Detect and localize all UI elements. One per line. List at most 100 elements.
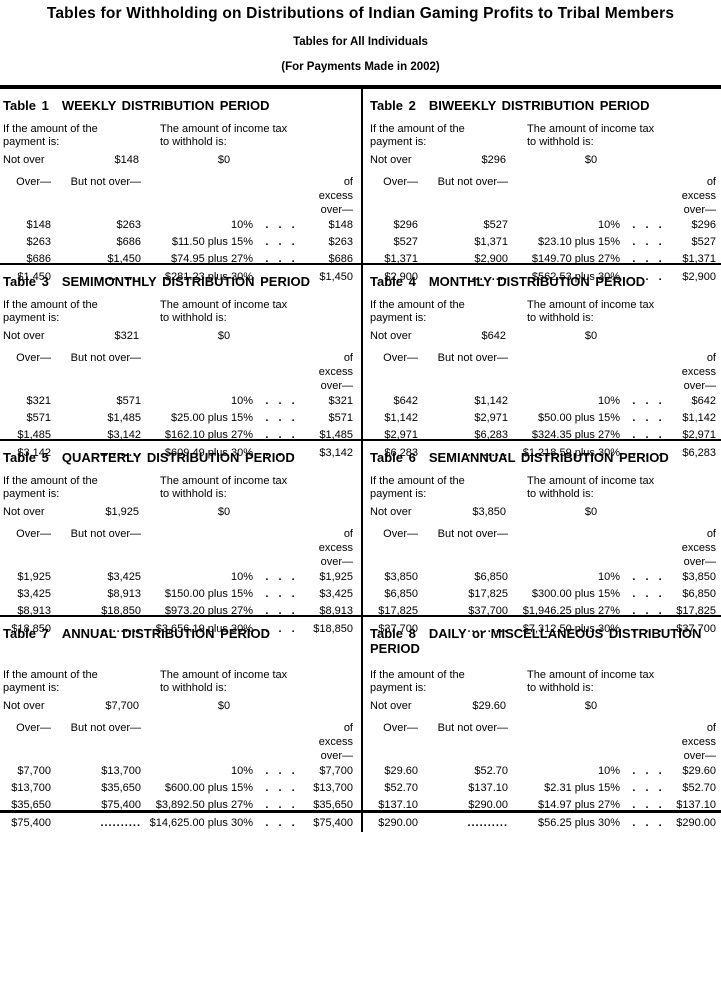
excess-over-value: $37,700 (676, 622, 716, 635)
left-half: Table 7 ANNUAL DISTRIBUTION PERIOD If the… (0, 617, 361, 832)
not-over-label: Not over (3, 330, 45, 342)
table-row: $148 $263 10% . . . $148 (3, 217, 355, 234)
excess-over-value: $2,900 (682, 270, 716, 283)
column-headers-row: Over— But not over— of excess over— (370, 351, 718, 393)
of-excess-over-header: of excess over— (681, 722, 716, 762)
excess-over-value: $137.10 (676, 799, 716, 812)
table-number: Table 1 (3, 98, 49, 113)
table-column-descriptions: If the amount of the payment is: The amo… (3, 123, 355, 149)
over-value: $3,425 (17, 588, 51, 601)
excess-over-value: $29.60 (682, 765, 716, 777)
but-not-over-value: $35,650 (101, 782, 141, 795)
excess-over-value: $571 (328, 412, 353, 425)
over-value: $527 (393, 236, 418, 249)
over-value: $35,650 (11, 799, 51, 812)
dots-separator: . . . (632, 395, 662, 407)
table-row: $3,142 .......... $609.49 plus 30% . . .… (3, 445, 355, 462)
table-column-descriptions: If the amount of the payment is: The amo… (3, 475, 355, 501)
table-period-name: DAILY or MISCELLANEOUS DISTRIBUTION PERI… (370, 626, 702, 656)
left-half: Table 3 SEMIMONTHLY DISTRIBUTION PERIOD I… (0, 265, 361, 462)
table-period-name: QUARTERLY DISTRIBUTION PERIOD (61, 450, 295, 465)
over-value: $37,700 (378, 622, 418, 635)
but-not-over-value: $263 (116, 219, 141, 231)
over-header: Over— (16, 176, 51, 188)
tax-value: $609.49 plus 30% (164, 446, 253, 459)
not-over-label: Not over (3, 700, 45, 712)
tax-value: $281.23 plus 30% (164, 270, 253, 283)
of-excess-over-header: of excess over— (318, 176, 353, 216)
dots-separator: . . . (265, 782, 295, 795)
tax-value: $562.53 plus 30% (531, 270, 620, 283)
of-excess-over-header: of excess over— (318, 722, 353, 762)
payment-amount-header: If the amount of the payment is: (370, 475, 465, 500)
column-headers-row: Over— But not over— of excess over— (370, 175, 718, 217)
table-number: Table 6 (370, 450, 416, 465)
table-number: Table 5 (3, 450, 49, 465)
over-value: $2,900 (384, 270, 418, 283)
tax-value: $1,946.25 plus 27% (522, 605, 620, 618)
left-half: Table 1 WEEKLY DISTRIBUTION PERIOD If the… (0, 89, 361, 286)
dots-separator: . . . (632, 219, 662, 231)
payment-amount-header: If the amount of the payment is: (370, 299, 465, 324)
table-row: $1,925 $3,425 10% . . . $1,925 (3, 569, 355, 586)
tax-value: $150.00 plus 15% (164, 588, 253, 601)
excess-over-value: $1,142 (682, 412, 716, 425)
not-over-tax: $0 (217, 506, 231, 518)
table-row: $3,850 $6,850 10% . . . $3,850 (370, 569, 718, 586)
not-over-tax: $0 (217, 154, 231, 166)
not-over-row: Not over $3,850 $0 (370, 505, 718, 519)
tax-value: $600.00 plus 15% (164, 782, 253, 795)
page-header: Tables for Withholding on Distributions … (0, 5, 721, 73)
but-not-over-value: $571 (116, 395, 141, 407)
page-subtitle: Tables for All Individuals (293, 36, 428, 48)
excess-over-value: $8,913 (319, 605, 353, 618)
table-number: Table 4 (370, 274, 416, 289)
tax-value: $3,656.19 plus 30% (155, 622, 253, 635)
not-over-amount: $1,925 (105, 506, 139, 518)
dots-separator: . . . (265, 816, 295, 829)
table-period-name: SEMIMONTHLY DISTRIBUTION PERIOD (61, 274, 310, 289)
column-headers-row: Over— But not over— of excess over— (3, 351, 355, 393)
over-value: $290.00 (378, 816, 418, 829)
table-row: $52.70 $137.10 $2.31 plus 15% . . . $52.… (370, 780, 718, 797)
table-title: Table 4 MONTHLY DISTRIBUTION PERIOD (370, 265, 718, 299)
tax-table-2: Table 2 BIWEEKLY DISTRIBUTION PERIOD If t… (370, 89, 718, 286)
excess-over-value: $1,485 (319, 429, 353, 442)
dots-separator: . . . (265, 446, 295, 459)
over-value: $148 (26, 219, 51, 231)
table-period-name: MONTHLY DISTRIBUTION PERIOD (428, 274, 646, 289)
dots-separator: . . . (265, 571, 295, 583)
excess-over-value: $13,700 (313, 782, 353, 795)
not-over-amount: $29.60 (472, 700, 506, 712)
over-header: Over— (383, 352, 418, 364)
over-value: $296 (393, 219, 418, 231)
dots-separator: . . . (265, 236, 295, 249)
excess-over-value: $6,850 (682, 588, 716, 601)
table-rows: $7,700 $13,700 10% . . . $7,700 $13,700 … (3, 763, 355, 832)
excess-over-value: $321 (328, 395, 353, 407)
table-rows: $642 $1,142 10% . . . $642 $1,142 $2,971… (370, 393, 718, 462)
not-over-row: Not over $29.60 $0 (370, 699, 718, 713)
tax-value: $2.31 plus 15% (544, 782, 620, 795)
but-not-over-value: .......... (100, 622, 141, 635)
over-header: Over— (383, 176, 418, 188)
tax-value: 10% (230, 219, 253, 231)
not-over-tax: $0 (217, 330, 231, 342)
excess-over-value: $52.70 (682, 782, 716, 795)
column-headers-row: Over— But not over— of excess over— (3, 175, 355, 217)
over-header: Over— (383, 722, 418, 734)
page-note: (For Payments Made in 2002) (281, 61, 440, 73)
withhold-amount-header: The amount of income tax to withhold is: (160, 669, 288, 694)
but-not-over-value: $3,142 (107, 429, 141, 442)
table-title: Table 7 ANNUAL DISTRIBUTION PERIOD (3, 617, 355, 669)
not-over-tax: $0 (217, 700, 231, 712)
section-annual-daily: Table 7 ANNUAL DISTRIBUTION PERIOD If the… (0, 617, 721, 832)
but-not-over-value: $686 (116, 236, 141, 249)
table-period-name: WEEKLY DISTRIBUTION PERIOD (61, 98, 270, 113)
but-not-over-value: $37,700 (468, 605, 508, 618)
table-rows: $29.60 $52.70 10% . . . $29.60 $52.70 $1… (370, 763, 718, 832)
table-row: $6,283 .......... $1,218.59 plus 30% . .… (370, 445, 718, 462)
table-row: $75,400 .......... $14,625.00 plus 30% .… (3, 815, 355, 832)
excess-over-value: $35,650 (313, 799, 353, 812)
of-excess-over-header: of excess over— (318, 528, 353, 568)
